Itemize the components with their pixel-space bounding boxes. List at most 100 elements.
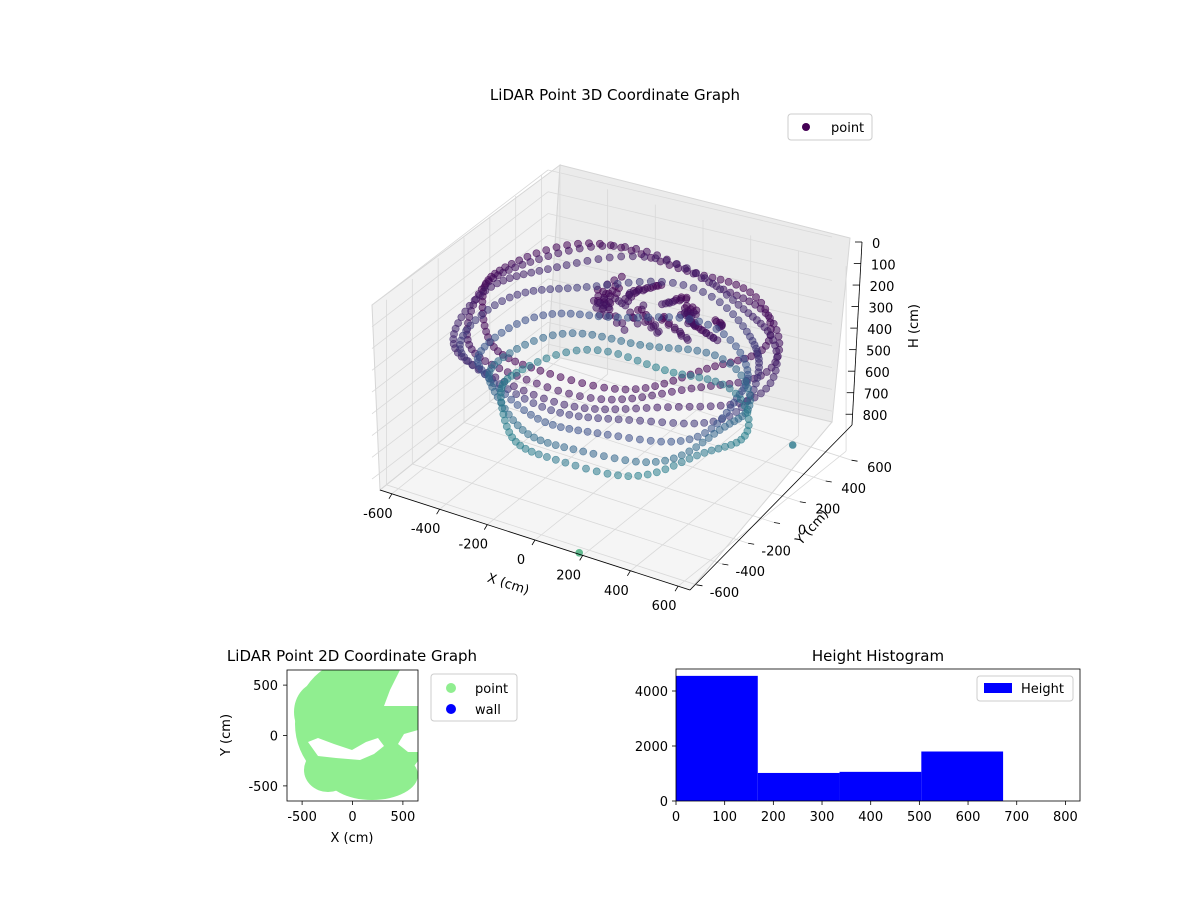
data-point (483, 305, 492, 314)
y-tick-3d (696, 584, 703, 587)
data-point (529, 399, 538, 407)
data-point (751, 300, 760, 309)
y-axis-line (689, 424, 853, 591)
legend-2d-marker-point (446, 683, 456, 693)
data-point (664, 403, 672, 411)
grid-line-z-left (371, 322, 549, 458)
data-point (631, 385, 640, 393)
data-point (665, 313, 673, 322)
data-point (654, 327, 663, 336)
histogram-y-ticks: 0 2000 4000 (635, 685, 676, 810)
data-point (685, 435, 694, 444)
data-point (740, 401, 749, 410)
data-point (605, 253, 614, 262)
data-point (626, 339, 635, 347)
data-point (513, 290, 522, 299)
data-point (762, 384, 771, 393)
data-point (676, 437, 685, 445)
data-point (709, 333, 718, 342)
data-point (512, 368, 521, 377)
data-point (543, 383, 552, 392)
data-point (757, 389, 765, 398)
data-point (766, 379, 775, 387)
data-point (624, 353, 632, 361)
data-point (632, 457, 640, 466)
x-tick-label-3d: -400 (411, 522, 441, 537)
data-point (534, 450, 543, 459)
data-point (611, 405, 620, 414)
data-point (653, 403, 662, 412)
data-point (703, 375, 712, 384)
data-point (548, 310, 557, 318)
data-point (772, 360, 781, 368)
data-point (652, 281, 661, 290)
data-point (570, 402, 579, 411)
data-point (499, 353, 508, 362)
data-point (613, 279, 622, 288)
data-point (766, 314, 774, 322)
legend-2d-label-wall: wall (475, 703, 501, 718)
z-tick-label-3d: 400 (867, 323, 892, 338)
data-point (689, 284, 698, 292)
data-point (716, 401, 725, 410)
data-point (553, 263, 561, 272)
data-point (700, 448, 709, 457)
data-point (693, 451, 701, 460)
data-point (669, 454, 678, 463)
x-tick-3d (674, 585, 679, 592)
data-point (724, 277, 733, 286)
data-point (530, 433, 538, 442)
data-point (518, 365, 527, 374)
points-3d (449, 239, 797, 557)
data-point (571, 461, 580, 470)
data-point (565, 424, 574, 433)
point-cloud-left (294, 682, 346, 742)
y-tick-3d (851, 459, 858, 462)
x-axis-label-2d: X (cm) (331, 831, 374, 846)
data-point (505, 274, 514, 282)
data-point (614, 415, 623, 424)
data-point (574, 412, 583, 421)
grid-line-z-left (371, 213, 549, 349)
data-point (696, 402, 705, 411)
data-point (655, 343, 664, 352)
y-tick-label-3d: -600 (710, 586, 740, 601)
data-point (746, 288, 754, 297)
data-point (664, 344, 673, 352)
data-point (739, 294, 748, 303)
data-point (640, 252, 649, 261)
y-tick-label-3d: 600 (867, 461, 892, 476)
data-point (685, 454, 694, 463)
data-point (591, 405, 599, 413)
data-point (744, 384, 752, 393)
legend-histogram-label: Height (1021, 682, 1064, 697)
data-point (572, 259, 581, 267)
z-tick-label-3d: 600 (865, 366, 890, 381)
y-tick-label-3d: 200 (815, 503, 840, 518)
data-point (722, 290, 731, 299)
x-ticks-2d: -500 0 500 (287, 801, 415, 825)
y-tick-label-2d: 500 (253, 679, 278, 694)
data-point (604, 347, 612, 356)
data-point (739, 305, 748, 313)
data-point (548, 331, 557, 340)
point-isolated-2 (414, 716, 418, 724)
data-point (731, 389, 740, 398)
data-point (651, 457, 660, 466)
chart-histogram: Height Histogram 0 100 200 300 400 500 600 700 8… (635, 647, 1081, 825)
legend-3d: point (787, 113, 873, 141)
histogram-bar (757, 772, 840, 801)
data-point (578, 329, 587, 338)
data-point (603, 430, 612, 439)
grid-line-z-back (547, 300, 833, 368)
data-point (634, 313, 642, 322)
x-tick-label-3d: -600 (363, 507, 393, 522)
data-point (589, 381, 598, 390)
data-point (628, 252, 637, 261)
data-point (710, 429, 719, 438)
data-point (648, 391, 656, 400)
data-point (534, 414, 542, 423)
histogram-y-tick-label: 4000 (635, 685, 668, 700)
